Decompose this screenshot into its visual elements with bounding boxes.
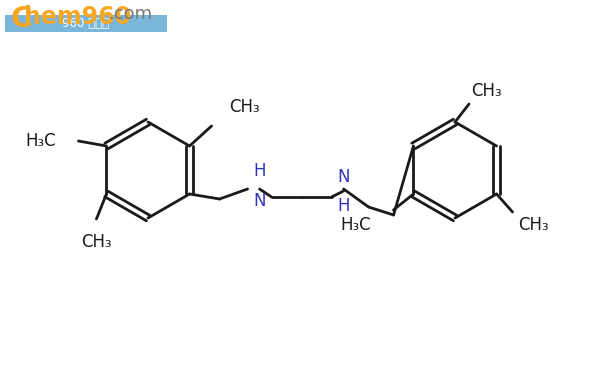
Text: CH₃: CH₃ [229, 98, 260, 116]
Text: C: C [10, 5, 31, 33]
Text: .com: .com [108, 5, 152, 23]
Text: H: H [253, 162, 266, 180]
Text: hem960: hem960 [24, 5, 131, 29]
Text: H₃C: H₃C [26, 132, 56, 150]
Text: H₃C: H₃C [341, 216, 371, 234]
Text: N: N [253, 192, 266, 210]
Text: N: N [338, 168, 350, 186]
Text: CH₃: CH₃ [81, 233, 112, 251]
Text: CH₃: CH₃ [471, 82, 502, 100]
FancyBboxPatch shape [5, 15, 167, 32]
Text: 960 化工网: 960 化工网 [62, 17, 110, 30]
Text: CH₃: CH₃ [518, 216, 549, 234]
FancyBboxPatch shape [5, 5, 167, 32]
Text: H: H [338, 197, 350, 215]
